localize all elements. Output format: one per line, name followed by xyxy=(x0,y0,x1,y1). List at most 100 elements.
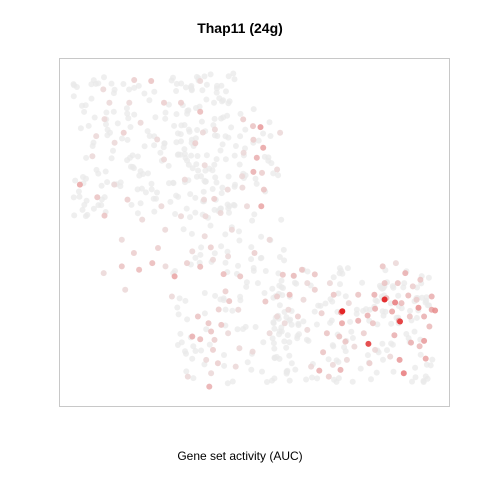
cell-point xyxy=(402,270,409,277)
cell-point xyxy=(323,330,330,337)
cell-point xyxy=(394,280,401,287)
background-cell-point xyxy=(224,380,231,387)
cell-point xyxy=(279,271,286,278)
background-cell-point xyxy=(110,108,117,115)
background-cell-point xyxy=(250,265,257,271)
background-cell-point xyxy=(185,161,192,168)
background-cell-point xyxy=(79,206,86,213)
background-cell-point xyxy=(234,326,241,333)
background-cell-point xyxy=(374,321,381,328)
background-cell-point xyxy=(412,374,419,381)
background-cell-point xyxy=(357,365,364,372)
cell-point xyxy=(304,280,311,287)
background-cell-point xyxy=(226,209,232,216)
background-cell-point xyxy=(286,317,293,324)
cell-point xyxy=(171,273,178,280)
background-cell-point xyxy=(248,256,255,263)
background-cell-point xyxy=(184,107,191,114)
background-cell-point xyxy=(248,366,255,373)
cell-point xyxy=(339,320,345,327)
cell-point xyxy=(249,348,256,355)
background-cell-point xyxy=(173,111,180,118)
cell-point xyxy=(400,370,407,377)
background-cell-point xyxy=(249,217,256,224)
background-cell-point xyxy=(217,296,224,303)
cell-point xyxy=(239,173,246,180)
cell-point xyxy=(432,307,439,314)
background-cell-point xyxy=(286,377,293,384)
cell-point xyxy=(228,226,235,233)
background-cell-point xyxy=(419,294,425,301)
cell-point xyxy=(308,363,315,370)
background-cell-point xyxy=(117,179,124,186)
background-cell-point xyxy=(171,122,178,129)
cell-point xyxy=(299,266,305,273)
background-cell-point xyxy=(178,138,184,145)
cell-point xyxy=(274,313,281,320)
background-cell-point xyxy=(243,279,250,286)
background-cell-point xyxy=(174,151,181,158)
cell-point xyxy=(387,353,394,360)
background-cell-point xyxy=(269,335,276,342)
background-cell-point xyxy=(366,306,373,313)
background-cell-point xyxy=(200,188,207,195)
background-cell-point xyxy=(313,321,320,328)
cell-point xyxy=(300,296,307,303)
cell-point xyxy=(259,169,265,176)
background-cell-point xyxy=(127,124,134,130)
background-cell-point xyxy=(225,173,232,180)
background-cell-point xyxy=(207,71,214,78)
background-cell-point xyxy=(152,114,159,121)
background-cell-point xyxy=(250,106,257,113)
cell-point xyxy=(210,346,216,353)
background-cell-point xyxy=(270,170,277,177)
background-cell-point xyxy=(180,226,187,233)
background-cell-point xyxy=(82,102,89,109)
cell-point xyxy=(222,288,229,295)
background-cell-point xyxy=(206,341,213,348)
background-cell-point xyxy=(252,175,259,182)
background-cell-point xyxy=(284,369,290,375)
background-cell-point xyxy=(197,251,204,258)
background-cell-point xyxy=(417,351,424,358)
cell-point xyxy=(339,308,346,315)
background-cell-point xyxy=(98,196,105,203)
cell-point xyxy=(162,226,169,233)
cell-point xyxy=(184,373,191,380)
background-cell-point xyxy=(286,352,293,359)
background-cell-point xyxy=(254,280,261,287)
background-cell-point xyxy=(192,194,199,201)
background-cell-point xyxy=(364,352,371,359)
cell-point xyxy=(206,383,213,390)
cell-point xyxy=(345,300,352,307)
background-cell-point xyxy=(81,108,88,115)
background-cell-point xyxy=(135,82,142,89)
background-cell-point xyxy=(193,161,200,168)
cell-point xyxy=(360,330,367,337)
cell-point xyxy=(290,272,297,279)
background-cell-point xyxy=(182,84,189,91)
background-cell-point xyxy=(111,86,118,93)
background-cell-point xyxy=(212,174,219,181)
background-cell-point xyxy=(137,168,144,175)
cell-point xyxy=(237,273,244,280)
background-cell-point xyxy=(194,127,201,133)
cell-point xyxy=(220,271,227,278)
background-cell-point xyxy=(177,330,184,337)
cell-point xyxy=(316,367,323,374)
cell-point xyxy=(274,166,281,173)
background-cell-point xyxy=(224,112,231,119)
cell-point xyxy=(281,320,288,327)
cell-point xyxy=(101,212,108,219)
background-cell-point xyxy=(329,342,336,349)
background-cell-point xyxy=(309,374,315,381)
cell-point xyxy=(210,256,216,263)
cell-point xyxy=(106,99,113,106)
cell-point xyxy=(258,203,265,210)
cell-point xyxy=(355,291,362,298)
background-cell-point xyxy=(235,262,241,269)
cell-point xyxy=(130,250,137,256)
background-cell-point xyxy=(192,254,199,261)
background-cell-point xyxy=(330,274,337,281)
